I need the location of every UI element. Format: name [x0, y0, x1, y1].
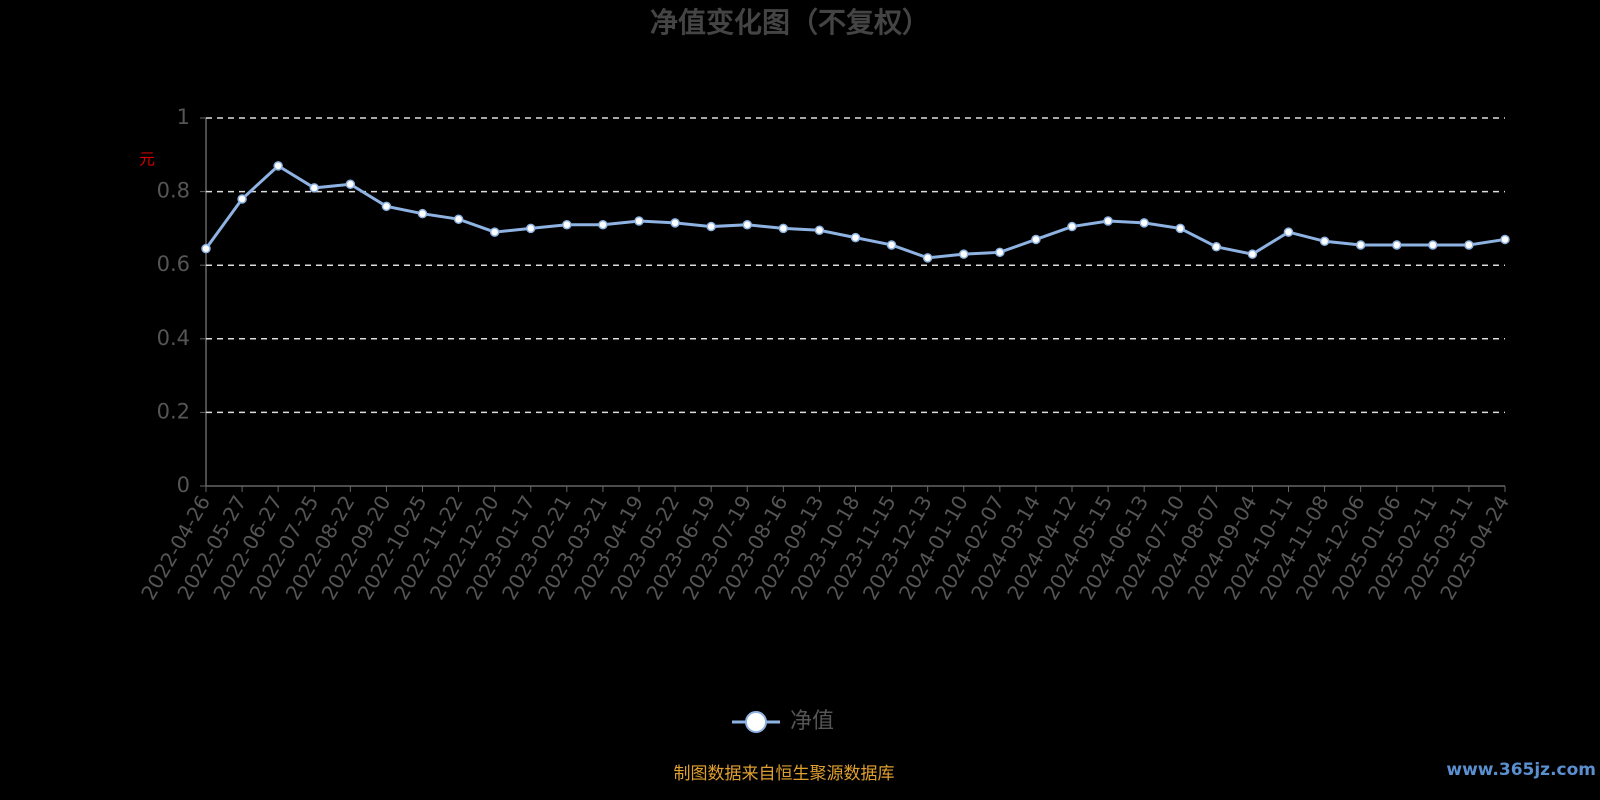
data-point	[598, 219, 608, 230]
watermark: www.365jz.com	[1446, 760, 1596, 780]
legend-label: 净值	[790, 709, 834, 734]
data-point	[1319, 236, 1330, 247]
data-point	[562, 219, 572, 230]
data-point	[634, 216, 644, 226]
data-point	[237, 194, 247, 204]
data-point	[1067, 221, 1077, 232]
data-point	[489, 227, 500, 237]
data-point	[1355, 240, 1366, 250]
data-point	[1500, 234, 1510, 245]
data-point	[1031, 234, 1041, 245]
data-point	[309, 183, 319, 193]
data-point	[273, 161, 283, 171]
y-tick-label: 0.4	[157, 326, 190, 350]
data-point	[1139, 218, 1149, 228]
data-point	[1428, 240, 1438, 250]
data-point	[1103, 216, 1113, 226]
y-tick-label: 0.2	[157, 399, 190, 423]
data-point	[814, 225, 825, 235]
data-point	[670, 218, 680, 228]
data-point	[922, 253, 933, 263]
y-tick-label: 1	[177, 105, 190, 129]
legend[interactable]: 净值	[732, 709, 834, 734]
data-point	[959, 249, 969, 259]
y-axis-label: 元	[139, 150, 155, 169]
data-point	[1283, 227, 1294, 237]
data-point	[1211, 242, 1222, 252]
data-point	[886, 240, 897, 250]
data-point	[850, 232, 861, 243]
data-point	[345, 179, 356, 189]
data-point	[1247, 249, 1258, 259]
y-tick-label: 0.6	[157, 252, 190, 276]
data-point	[1392, 240, 1402, 250]
series-line	[204, 163, 1506, 260]
y-tick-label: 0	[177, 473, 190, 497]
data-point	[778, 223, 789, 234]
data-point	[742, 219, 752, 230]
data-point	[381, 201, 392, 212]
data-point	[706, 221, 716, 232]
data-point	[1175, 223, 1185, 234]
chart-title: 净值变化图（不复权）	[650, 6, 930, 39]
source-note: 制图数据来自恒生聚源数据库	[674, 764, 895, 784]
data-point	[1464, 240, 1474, 250]
data-point	[201, 243, 211, 254]
data-point	[417, 208, 428, 219]
legend-marker	[745, 711, 767, 733]
y-tick-label: 0.8	[157, 179, 190, 203]
data-point	[453, 214, 464, 224]
data-point	[526, 223, 536, 234]
data-point	[995, 247, 1005, 258]
